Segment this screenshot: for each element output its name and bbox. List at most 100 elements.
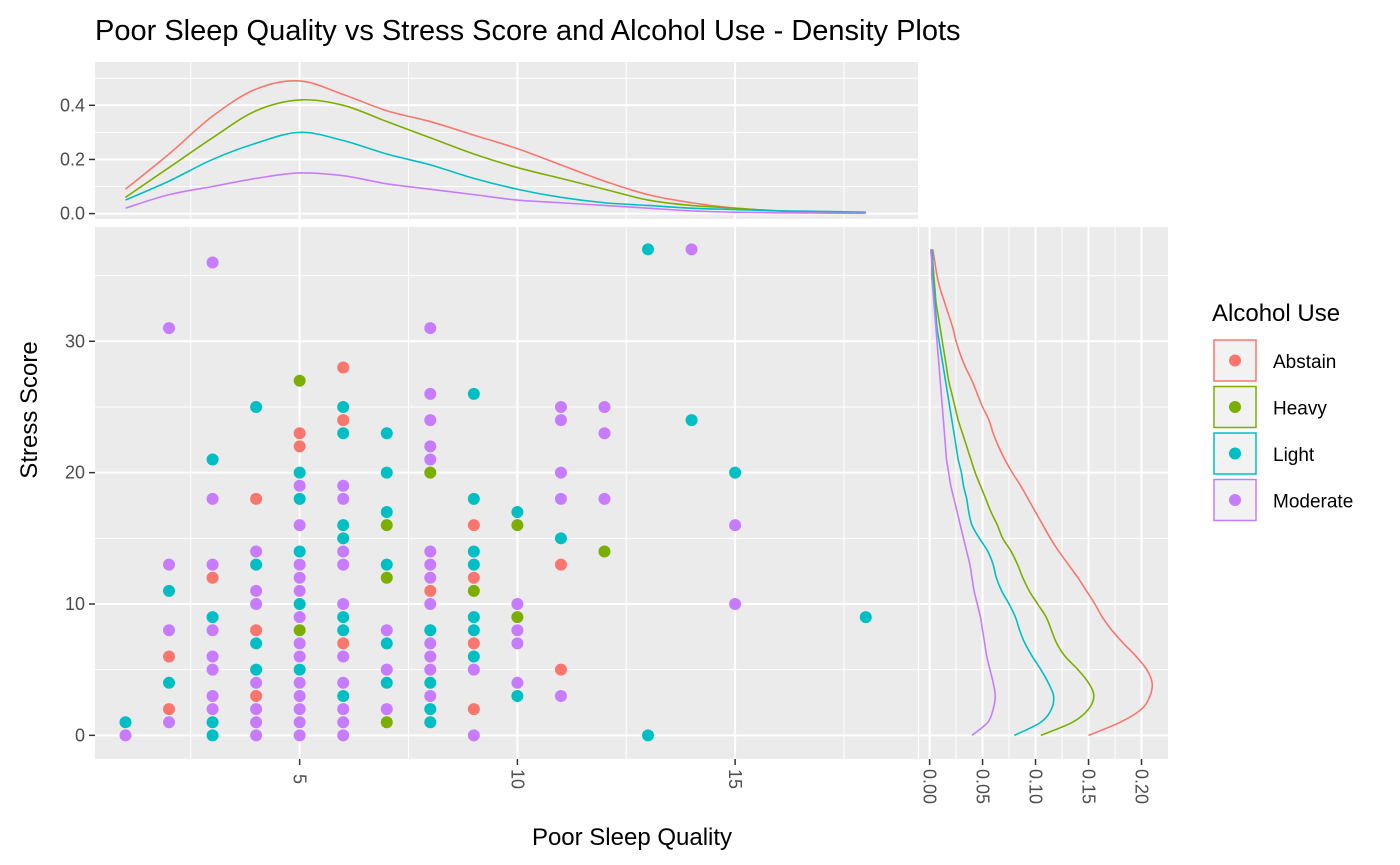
x-axis-title: Poor Sleep Quality (532, 824, 732, 851)
y-axis-ticks: 0 10 20 30 (65, 331, 95, 745)
legend-label-abstain: Abstain (1273, 352, 1336, 373)
x-tick-label: 10 (507, 769, 527, 789)
x-tick-label: 5 (290, 774, 310, 784)
point-light (206, 716, 219, 729)
right-density-panel (919, 227, 1168, 759)
point-moderate (250, 597, 263, 610)
right-density-x-ticks: 0.00 0.05 0.10 0.15 0.20 (920, 759, 1152, 804)
main-panel (95, 227, 918, 759)
point-moderate (163, 716, 176, 729)
point-moderate (511, 637, 524, 650)
right-density-curves (929, 249, 1154, 737)
point-moderate (380, 624, 393, 637)
point-moderate (598, 400, 611, 413)
point-moderate (337, 703, 350, 716)
point-heavy (293, 374, 306, 387)
point-light (163, 584, 176, 597)
point-abstain (467, 703, 480, 716)
top-density-curves (124, 79, 866, 215)
point-moderate (424, 650, 437, 663)
point-light (206, 729, 219, 742)
scatter-points (119, 243, 872, 742)
point-abstain (163, 650, 176, 663)
point-light (424, 716, 437, 729)
point-light (337, 400, 350, 413)
point-heavy (467, 584, 480, 597)
right-density-heavy (930, 249, 1095, 737)
point-light (467, 611, 480, 624)
point-moderate (729, 519, 742, 532)
point-abstain (250, 624, 263, 637)
point-moderate (511, 676, 524, 689)
point-moderate (337, 492, 350, 505)
point-light (467, 650, 480, 663)
point-moderate (163, 322, 176, 335)
point-moderate (554, 689, 567, 702)
point-abstain (467, 571, 480, 584)
point-moderate (424, 440, 437, 453)
point-light (380, 558, 393, 571)
point-moderate (119, 729, 132, 742)
point-abstain (424, 584, 437, 597)
point-moderate (511, 597, 524, 610)
point-light (337, 611, 350, 624)
point-light (511, 506, 524, 519)
point-light (380, 637, 393, 650)
point-light (250, 663, 263, 676)
point-moderate (467, 729, 480, 742)
point-moderate (337, 479, 350, 492)
point-moderate (293, 703, 306, 716)
point-abstain (250, 689, 263, 702)
right-tick-label: 0.00 (920, 769, 940, 804)
point-light (206, 453, 219, 466)
chart-title: Poor Sleep Quality vs Stress Score and A… (95, 15, 961, 47)
legend-label-light: Light (1273, 445, 1315, 466)
point-light (859, 611, 872, 624)
point-light (424, 676, 437, 689)
top-density-moderate (125, 172, 866, 215)
legend-label-heavy: Heavy (1273, 399, 1327, 420)
point-light (250, 558, 263, 571)
point-heavy (293, 624, 306, 637)
point-moderate (337, 729, 350, 742)
top-tick-label: 0.2 (60, 149, 85, 169)
right-density-abstain (931, 249, 1154, 737)
point-abstain (337, 637, 350, 650)
point-moderate (250, 545, 263, 558)
point-moderate (206, 492, 219, 505)
point-abstain (554, 558, 567, 571)
point-light (293, 545, 306, 558)
point-moderate (337, 716, 350, 729)
point-moderate (424, 663, 437, 676)
point-moderate (424, 571, 437, 584)
point-moderate (467, 663, 480, 676)
point-moderate (337, 545, 350, 558)
point-moderate (554, 414, 567, 427)
point-light (337, 532, 350, 545)
point-light (250, 400, 263, 413)
point-light (380, 506, 393, 519)
legend-dot-light (1229, 447, 1241, 460)
top-tick-label: 0.4 (60, 95, 85, 115)
point-moderate (206, 624, 219, 637)
point-heavy (511, 519, 524, 532)
x-axis-ticks: 5 10 15 (290, 759, 745, 789)
right-density-light (930, 249, 1055, 737)
top-density-heavy (125, 98, 866, 214)
top-density-panel (95, 62, 918, 219)
point-moderate (337, 650, 350, 663)
point-moderate (293, 650, 306, 663)
point-abstain (554, 663, 567, 676)
point-moderate (293, 519, 306, 532)
point-moderate (554, 400, 567, 413)
legend-item-heavy: Heavy (1213, 385, 1327, 429)
point-heavy (511, 611, 524, 624)
y-tick-label: 30 (65, 331, 85, 351)
point-abstain (467, 637, 480, 650)
point-light (337, 689, 350, 702)
legend-title: Alcohol Use (1212, 300, 1340, 327)
y-tick-label: 20 (65, 463, 85, 483)
y-tick-label: 0 (75, 725, 85, 745)
point-light (380, 466, 393, 479)
point-light (119, 716, 132, 729)
